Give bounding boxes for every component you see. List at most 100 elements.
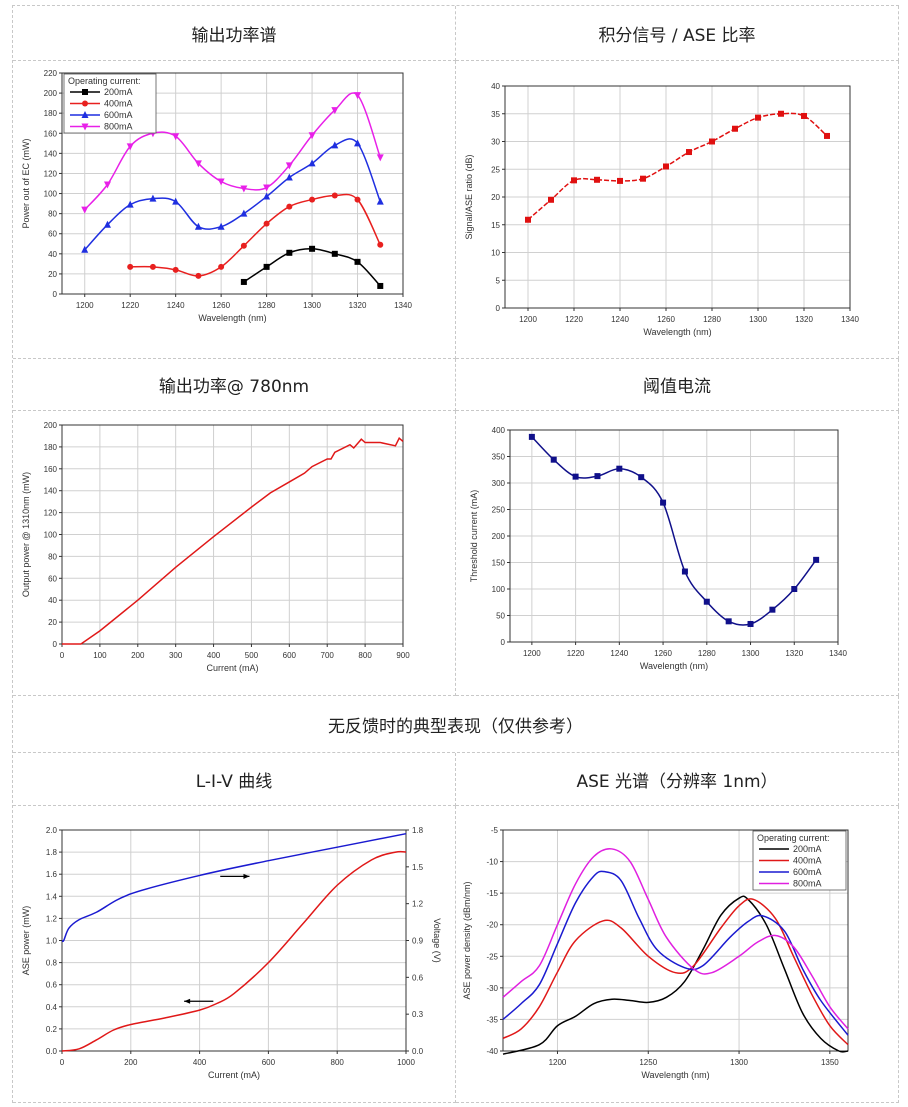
square-marker	[571, 177, 577, 184]
triangle-down-marker	[194, 160, 202, 168]
series-600ma	[502, 870, 849, 1036]
series-line	[502, 898, 849, 1046]
x-tick-label: 300	[169, 651, 183, 660]
plot-frame	[61, 424, 404, 645]
y-tick-label: 160	[44, 129, 58, 138]
ase-spectrum-chart-cell: 1200 1250 1300 1350 -40 -35 -30 -25 -20 -15 -10 -5 W…	[456, 806, 899, 1103]
y-tick-label: 10	[491, 249, 500, 258]
y-axis-label: ASE power (mW)	[21, 906, 31, 976]
y-tick-label: 300	[492, 479, 506, 488]
y-tick-label: 1.8	[46, 848, 58, 857]
y2-tick-label: 1.2	[412, 900, 424, 909]
x-tick-label: 1240	[611, 315, 629, 324]
legend-label: 800mA	[104, 122, 133, 132]
square-marker	[82, 89, 88, 95]
x-tick-label: 700	[321, 651, 335, 660]
legend-label: 400mA	[104, 99, 133, 109]
output-power-chart-cell: 0 100 200 300 400 500 600 700 800 900 0 20 40 60 80 100…	[13, 411, 456, 696]
triangle-up-marker	[81, 111, 89, 118]
triangle-up-marker	[263, 192, 271, 200]
y2-axis-label: Voltage (V)	[432, 918, 442, 963]
square-marker	[616, 465, 623, 472]
square-marker	[703, 598, 710, 605]
y-tick-label: 15	[491, 221, 500, 230]
circle-marker	[263, 220, 270, 227]
series-line	[502, 870, 849, 1036]
series-400ma	[127, 192, 384, 279]
square-marker	[791, 586, 798, 592]
square-marker	[747, 620, 754, 627]
series-line	[502, 895, 849, 1055]
x-tick-label: 1200	[549, 1058, 567, 1067]
x-tick-label: 1320	[349, 301, 367, 310]
x-tick-label: 1250	[639, 1058, 657, 1067]
triangle-up-marker	[194, 222, 202, 230]
square-marker	[813, 556, 820, 563]
y-axis-label: Threshold current (mA)	[469, 490, 479, 583]
legend-label: 200mA	[104, 87, 133, 97]
y-tick-label: 200	[44, 421, 58, 430]
y-tick-label: 1.4	[46, 892, 58, 901]
y-tick-label: 400	[492, 426, 506, 435]
liv-chart: 0 200 400 600 800 1000 0.0 0.2 0.4 0.6 0.8 1.0 1.2 1.…	[21, 826, 442, 1080]
x-axis-label: Wavelength (nm)	[640, 661, 708, 671]
triangle-down-marker	[81, 123, 89, 131]
triangle-up-marker	[376, 197, 384, 205]
y-tick-label: 150	[492, 559, 506, 568]
x-tick-label: 900	[396, 651, 410, 660]
square-marker	[354, 258, 361, 265]
x-tick-label: 1240	[610, 649, 628, 658]
output-power-chart: 0 100 200 300 400 500 600 700 800 900 0 20 40 60 80 100…	[21, 421, 410, 673]
square-marker	[377, 282, 384, 289]
y-tick-label: 200	[44, 89, 58, 98]
triangle-up-marker	[285, 173, 293, 181]
y-tick-label: 1.6	[46, 870, 58, 879]
spec-table: 输出功率谱 积分信号 / ASE 比率 1200 1220 1240 1260 1280…	[12, 5, 899, 1103]
series-800ma	[502, 848, 849, 1030]
square-marker	[594, 473, 601, 480]
y-tick-label: 1.0	[46, 937, 58, 946]
x-tick-label: 1300	[303, 301, 321, 310]
y-tick-label: 25	[491, 165, 500, 174]
x-tick-label: 200	[131, 651, 145, 660]
x-tick-label: 0	[60, 1058, 65, 1067]
series-voltage	[61, 832, 407, 943]
y-tick-label: 0	[53, 640, 58, 649]
y-axis-label: Signal/ASE ratio (dB)	[464, 154, 474, 239]
liv-curve-title: L-I-V 曲线	[13, 753, 456, 806]
triangle-up-marker	[240, 209, 248, 217]
y-tick-label: -30	[486, 984, 498, 993]
square-marker	[638, 474, 645, 481]
square-marker	[801, 112, 807, 119]
square-marker	[725, 618, 732, 625]
x-tick-label: 1280	[698, 649, 716, 658]
output-spectrum-chart: 1200 1220 1240 1260 1280 1300 1320 1340 0 20 40 60 8…	[21, 69, 412, 323]
y-tick-label: -20	[486, 921, 498, 930]
y-tick-label: 5	[496, 276, 501, 285]
y-tick-label: 350	[492, 453, 506, 462]
y-tick-label: 0.8	[46, 959, 58, 968]
series-line	[62, 436, 404, 645]
threshold-current-chart-cell: 1200 1220 1240 1260 1280 1300 1320 1340 0 50 100 15…	[456, 411, 899, 696]
x-tick-label: 100	[93, 651, 107, 660]
triangle-down-marker	[103, 181, 111, 189]
threshold-current-chart: 1200 1220 1240 1260 1280 1300 1320 1340 0 50 100 15…	[469, 426, 847, 671]
x-tick-label: 1200	[519, 315, 537, 324]
y-tick-label: 140	[44, 487, 58, 496]
y-tick-label: -35	[486, 1015, 498, 1024]
square-marker	[548, 196, 554, 203]
plot-frame	[61, 72, 404, 295]
triangle-up-marker	[217, 222, 225, 230]
y-tick-label: 80	[48, 210, 57, 219]
legend-label: 600mA	[793, 867, 822, 877]
square-marker	[640, 175, 646, 182]
x-axis-label: Wavelength (nm)	[641, 1070, 709, 1080]
series-line	[527, 112, 828, 221]
square-marker	[594, 176, 600, 183]
square-marker	[732, 125, 738, 132]
plot-frame	[502, 829, 849, 1052]
circle-marker	[82, 100, 88, 107]
series-200ma	[502, 895, 849, 1055]
